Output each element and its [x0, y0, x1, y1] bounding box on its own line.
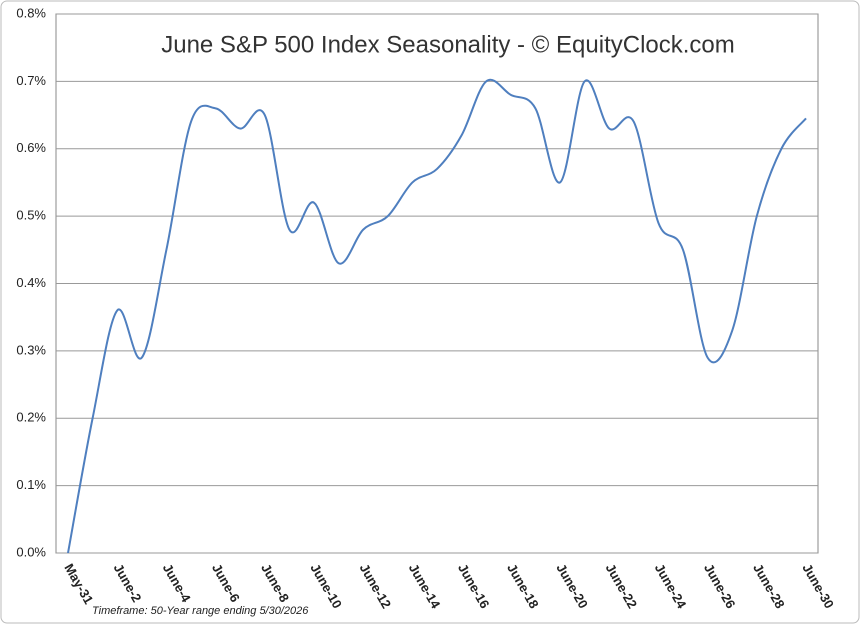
y-tick-label: 0.1%	[16, 477, 46, 492]
y-tick-label: 0.0%	[16, 544, 46, 559]
y-tick-label: 0.5%	[16, 208, 46, 223]
y-tick-label: 0.8%	[16, 5, 46, 20]
y-tick-label: 0.6%	[16, 140, 46, 155]
y-tick-label: 0.2%	[16, 410, 46, 425]
y-tick-label: 0.7%	[16, 73, 46, 88]
data-line	[67, 78, 807, 554]
chart-title: June S&P 500 Index Seasonality - © Equit…	[161, 31, 735, 58]
footnote: Timeframe: 50-Year range ending 5/30/202…	[92, 605, 309, 617]
y-tick-label: 0.4%	[16, 275, 46, 290]
y-tick-label: 0.3%	[16, 342, 46, 357]
